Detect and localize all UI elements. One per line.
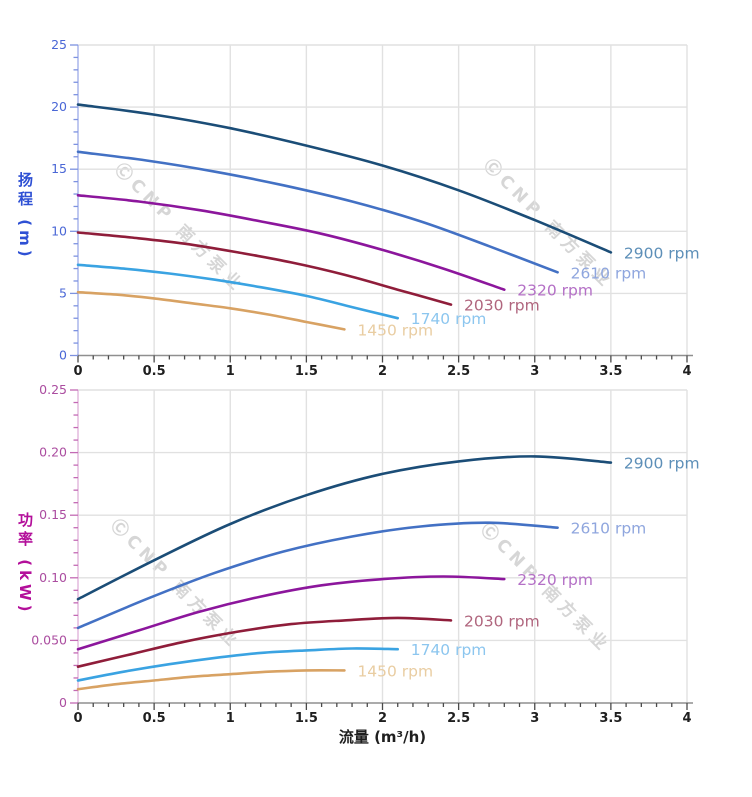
x-tick-label: 3.5 [599, 364, 622, 379]
curve-label-2030-rpm: 2030 rpm [464, 297, 540, 315]
x-tick-label: 4 [682, 711, 691, 726]
y-tick-label: 20 [51, 99, 67, 114]
x-tick-label: 2 [378, 364, 387, 379]
curve-label-2900-rpm: 2900 rpm [624, 455, 700, 473]
curve-1740-rpm [76, 647, 399, 682]
curve-label-1450-rpm: 1450 rpm [357, 662, 433, 680]
curve-2320-rpm [76, 194, 506, 291]
y-tick-label: 0.10 [39, 570, 67, 585]
x-tick-label: 3.5 [599, 711, 622, 726]
y-tick-label: 25 [51, 37, 67, 52]
curve-label-2320-rpm: 2320 rpm [517, 571, 593, 589]
x-tick-label: 0 [73, 711, 82, 726]
x-tick-label: 2.5 [447, 364, 470, 379]
head-y-axis-title: 扬程 (m) [16, 172, 34, 261]
curve-label-2610-rpm: 2610 rpm [571, 520, 647, 538]
x-tick-label: 1.5 [295, 364, 318, 379]
curve-label-2030-rpm: 2030 rpm [464, 612, 540, 630]
x-tick-label: 0.5 [143, 711, 166, 726]
x-tick-label: 2 [378, 711, 387, 726]
curve-2320-rpm [76, 575, 506, 651]
power-y-axis-title: 功率 (kW) [16, 512, 34, 616]
curve-label-1450-rpm: 1450 rpm [357, 321, 433, 339]
curve-1450-rpm [76, 290, 346, 331]
curve-label-2900-rpm: 2900 rpm [624, 244, 700, 262]
x-tick-label: 0 [73, 364, 82, 379]
curve-2900-rpm [76, 455, 613, 601]
curve-label-2320-rpm: 2320 rpm [517, 282, 593, 300]
curve-2030-rpm [76, 231, 453, 306]
x-tick-label: 4 [682, 364, 691, 379]
y-tick-label: 0 [59, 348, 67, 363]
curve-1740-rpm [76, 263, 399, 320]
x-tick-label: 0.5 [143, 364, 166, 379]
curve-2610-rpm [76, 521, 559, 630]
y-tick-label: 10 [51, 223, 67, 238]
curve-label-1740-rpm: 1740 rpm [411, 310, 487, 328]
curve-1450-rpm [76, 669, 346, 691]
x-tick-label: 1.5 [295, 711, 318, 726]
x-tick-label: 1 [226, 711, 235, 726]
x-tick-label: 2.5 [447, 711, 470, 726]
curve-2900-rpm [76, 103, 613, 254]
x-tick-label: 1 [226, 364, 235, 379]
y-tick-label: 0.050 [31, 632, 67, 647]
power-flow-chart: 0 0.5 1 1.5 2 2.5 3 3.5 4 0 0.050 0.10 0.15 0.20 0.25 2… [31, 382, 699, 726]
curve-label-2610-rpm: 2610 rpm [571, 264, 647, 282]
y-tick-label: 0.25 [39, 382, 67, 397]
y-tick-label: 15 [51, 161, 67, 176]
y-tick-label: 5 [59, 285, 67, 300]
y-tick-label: 0 [59, 695, 67, 710]
y-tick-label: 0.20 [39, 445, 67, 460]
curve-label-1740-rpm: 1740 rpm [411, 641, 487, 659]
x-tick-label: 3 [530, 364, 539, 379]
flow-x-axis-title: 流量 (m³/h) [338, 728, 427, 746]
curve-2610-rpm [76, 150, 559, 274]
head-flow-chart: 0 0.5 1 1.5 2 2.5 3 3.5 4 0 5 10 15 20 25 2900 rpm 2610 … [51, 37, 699, 379]
y-tick-label: 0.15 [39, 507, 67, 522]
curve-2030-rpm [76, 616, 453, 668]
x-tick-label: 3 [530, 711, 539, 726]
